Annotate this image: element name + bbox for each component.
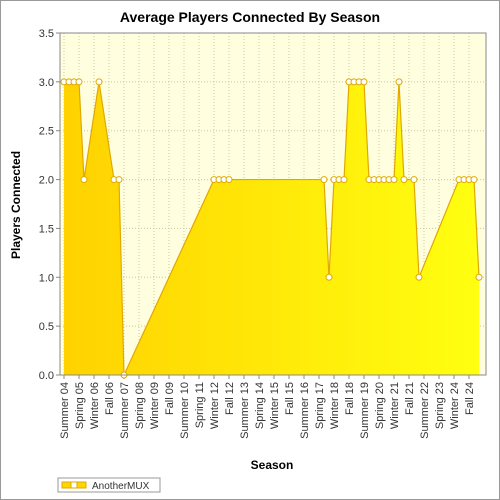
- point-marker: [115, 176, 123, 184]
- y-axis-label: Players Connected: [9, 151, 23, 259]
- x-tick-label: Winter 15: [269, 382, 281, 429]
- x-tick-label: Winter 24: [449, 382, 461, 429]
- y-tick-label: 2.0: [39, 175, 54, 187]
- legend-marker: [70, 481, 78, 489]
- point-marker: [395, 78, 403, 86]
- point-marker: [410, 176, 418, 184]
- x-tick-label: Spring 20: [374, 382, 386, 429]
- point-marker: [95, 78, 103, 86]
- chart-title: Average Players Connected By Season: [120, 9, 380, 25]
- point-marker: [415, 273, 423, 281]
- point-marker: [320, 176, 328, 184]
- point-marker: [225, 176, 233, 184]
- x-axis-label: Season: [251, 458, 294, 472]
- x-tick-label: Winter 12: [209, 382, 221, 429]
- area: [64, 81, 479, 375]
- x-tick-label: Summer 04: [59, 382, 71, 439]
- x-tick-label: Summer 19: [359, 382, 371, 439]
- x-tick-label: Fall 09: [164, 382, 176, 415]
- x-tick-label: Spring 11: [194, 382, 206, 428]
- point-marker: [80, 176, 88, 184]
- x-tick-label: Spring 23: [434, 382, 446, 429]
- y-tick-label: 3.0: [39, 77, 54, 89]
- x-tick-label: Fall 12: [224, 382, 236, 415]
- y-tick-label: 3.5: [39, 28, 54, 40]
- point-marker: [400, 176, 408, 184]
- x-tick-label: Fall 18: [344, 382, 356, 415]
- x-tick-label: Summer 13: [239, 382, 251, 439]
- y-tick-label: 2.5: [39, 126, 54, 138]
- x-tick-label: Summer 10: [179, 382, 191, 439]
- point-marker: [325, 273, 333, 281]
- x-tick-label: Fall 06: [104, 382, 116, 415]
- y-tick-label: 1.5: [39, 223, 54, 235]
- x-tick-label: Fall 21: [404, 382, 416, 415]
- point-marker: [475, 273, 483, 281]
- point-marker: [360, 78, 368, 86]
- legend-label: AnotherMUX: [92, 481, 150, 492]
- x-tick-label: Summer 07: [119, 382, 131, 439]
- plot-border: [59, 32, 487, 376]
- x-tick-label: Summer 16: [299, 382, 311, 439]
- x-tick-label: Fall 15: [284, 382, 296, 415]
- y-tick-label: 0.0: [39, 370, 54, 382]
- point-marker: [470, 176, 478, 184]
- x-tick-label: Fall 24: [464, 382, 476, 415]
- x-tick-label: Winter 21: [389, 382, 401, 429]
- x-tick-label: Winter 06: [89, 382, 101, 429]
- x-tick-label: Winter 18: [329, 382, 341, 429]
- point-marker: [75, 78, 83, 86]
- point-marker: [390, 176, 398, 184]
- x-tick-label: Spring 08: [134, 382, 146, 429]
- y-tick-label: 1.0: [39, 272, 54, 284]
- x-tick-label: Spring 14: [254, 382, 266, 429]
- point-marker: [340, 176, 348, 184]
- x-tick-label: Spring 17: [314, 382, 326, 429]
- y-tick-label: 0.5: [39, 321, 54, 333]
- x-tick-label: Winter 09: [149, 382, 161, 429]
- x-tick-label: Summer 22: [419, 382, 431, 439]
- x-tick-label: Spring 05: [74, 382, 86, 429]
